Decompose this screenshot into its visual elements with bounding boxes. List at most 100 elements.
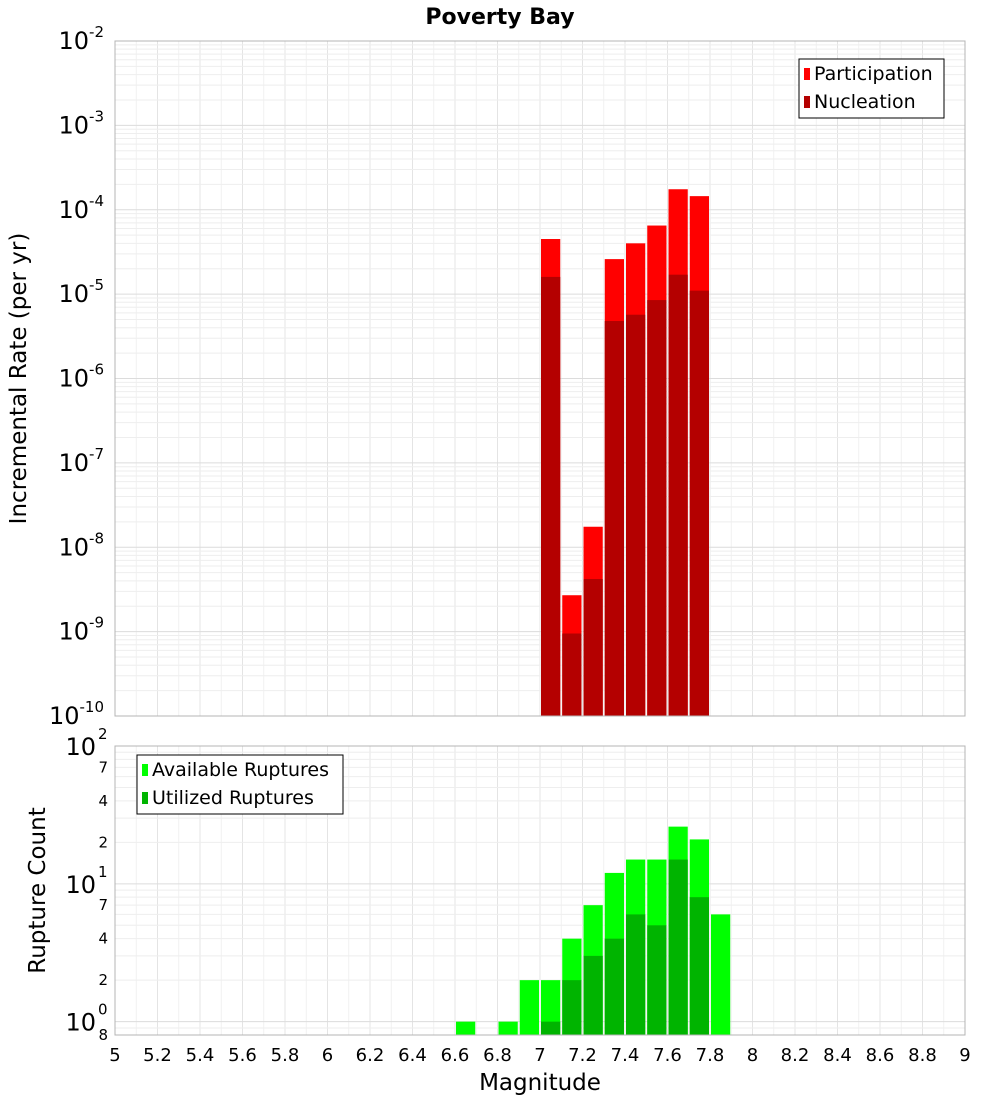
x-tick-label: 8.4 [823,1045,852,1066]
x-tick-label: 6.6 [441,1045,470,1066]
top-bar-nucleation [583,579,603,716]
top-legend-label: Nucleation [814,91,916,113]
top-y-axis-label: Incremental Rate (per yr) [6,233,32,525]
bottom-bar-available-ruptures [498,1021,518,1035]
x-tick-label: 8.8 [908,1045,937,1066]
top-bar-nucleation [541,276,561,716]
top-plot-frame [114,40,966,717]
x-tick-label: 6 [322,1045,333,1066]
top-y-tick-label: 10-10 [49,698,104,730]
bottom-gridlines [115,746,965,1035]
bottom-legend-box [136,754,344,815]
bottom-y-tick-exponent: 0 [98,1001,108,1019]
top-bar-nucleation [562,633,582,716]
bottom-y-minor-tick-label: 2 [98,833,108,851]
top-gridlines [115,41,965,716]
bottom-bars [456,826,731,1035]
bottom-y-axis-label: Rupture Count [25,807,51,973]
x-tick-label: 7.6 [653,1045,682,1066]
top-y-tick-label: 10-6 [58,361,104,393]
tick-exponent: -3 [89,107,104,125]
x-tick-label: 7.4 [611,1045,640,1066]
bottom-bar-utilized-ruptures [562,980,582,1035]
tick-base: 10 [58,449,89,477]
top-bar-nucleation [626,314,646,716]
tick-exponent: -2 [89,23,104,41]
tick-base: 10 [58,196,89,224]
tick-base: 10 [49,702,80,730]
x-tick-label: 8.6 [866,1045,895,1066]
top-y-tick-label: 10-3 [58,107,104,139]
top-legend-swatch [804,96,810,108]
tick-exponent: -4 [89,192,104,210]
tick-exponent: -8 [89,529,104,547]
bottom-bar-available-ruptures [519,980,539,1035]
top-bar-nucleation [689,290,709,716]
x-tick-label: 7.8 [696,1045,725,1066]
top-legend-box [798,58,945,119]
top-bars [541,189,709,717]
x-tick-label: 5.6 [228,1045,257,1066]
bottom-bar-utilized-ruptures [647,925,667,1035]
top-legend-label: Participation [814,63,933,85]
top-bar-nucleation [647,300,667,716]
bottom-legend-swatch [142,764,148,776]
x-tick-label: 8 [747,1045,758,1066]
x-tick-label: 9 [959,1045,970,1066]
bottom-bar-utilized-ruptures [626,914,646,1035]
top-y-tick-label: 10-4 [58,192,104,224]
bottom-y-minor-tick-label: 8 [98,1026,108,1044]
bottom-y-tick-exponent: 1 [98,863,108,881]
bottom-legend-label: Utilized Ruptures [152,787,314,809]
bottom-y-minor-tick-label: 2 [98,971,108,989]
bottom-bar-utilized-ruptures [668,859,688,1035]
top-y-tick-label: 10-2 [58,23,104,55]
top-y-tick-label: 10-8 [58,529,104,561]
top-y-tick-label: 10-7 [58,445,104,477]
bottom-plot-frame [114,745,966,1036]
bottom-legend: Available Ruptures Utilized Ruptures [136,754,344,815]
tick-base: 10 [58,365,89,393]
bottom-y-minor-tick-label: 4 [98,930,108,948]
x-axis-label: Magnitude [479,1070,601,1096]
chart-title: Poverty Bay [425,5,574,30]
bottom-legend-label: Available Ruptures [152,759,329,781]
tick-exponent: -10 [80,698,105,716]
bottom-bar-utilized-ruptures [689,897,709,1035]
top-bar-nucleation [604,321,624,716]
bottom-bar-available-ruptures [711,914,731,1035]
x-tick-label: 5.2 [143,1045,172,1066]
bottom-y-major-tick-label: 10 [65,733,96,761]
bottom-y-minor-tick-label: 7 [98,758,108,776]
tick-exponent: -6 [89,361,104,379]
top-legend: Participation Nucleation [798,58,945,119]
x-tick-label: 7 [534,1045,545,1066]
top-bar-nucleation [668,274,688,716]
top-y-tick-label: 10-9 [58,614,104,646]
tick-base: 10 [58,280,89,308]
x-tick-label: 8.2 [781,1045,810,1066]
bottom-y-tick-exponent: 2 [98,725,108,743]
x-tick-label: 5.4 [186,1045,215,1066]
bottom-y-major-tick-label: 10 [65,1009,96,1037]
tick-exponent: -7 [89,445,104,463]
tick-base: 10 [58,533,89,561]
x-tick-label: 6.8 [483,1045,512,1066]
bottom-bar-utilized-ruptures [541,1021,561,1035]
x-tick-label: 7.2 [568,1045,597,1066]
bottom-bar-available-ruptures [541,980,561,1035]
tick-base: 10 [58,27,89,55]
bottom-y-major-tick-label: 10 [65,871,96,899]
bottom-bar-utilized-ruptures [604,938,624,1035]
x-tick-labels: 5 5.2 5.4 5.6 5.8 6 6.2 6.4 6.6 6.8 7 7.2 7.4 7.6 7.8 8… [109,1045,970,1066]
top-legend-swatch [804,68,810,80]
bottom-bar-utilized-ruptures [583,955,603,1035]
tick-base: 10 [58,111,89,139]
x-tick-label: 6.2 [356,1045,385,1066]
top-y-tick-label: 10-5 [58,276,104,308]
